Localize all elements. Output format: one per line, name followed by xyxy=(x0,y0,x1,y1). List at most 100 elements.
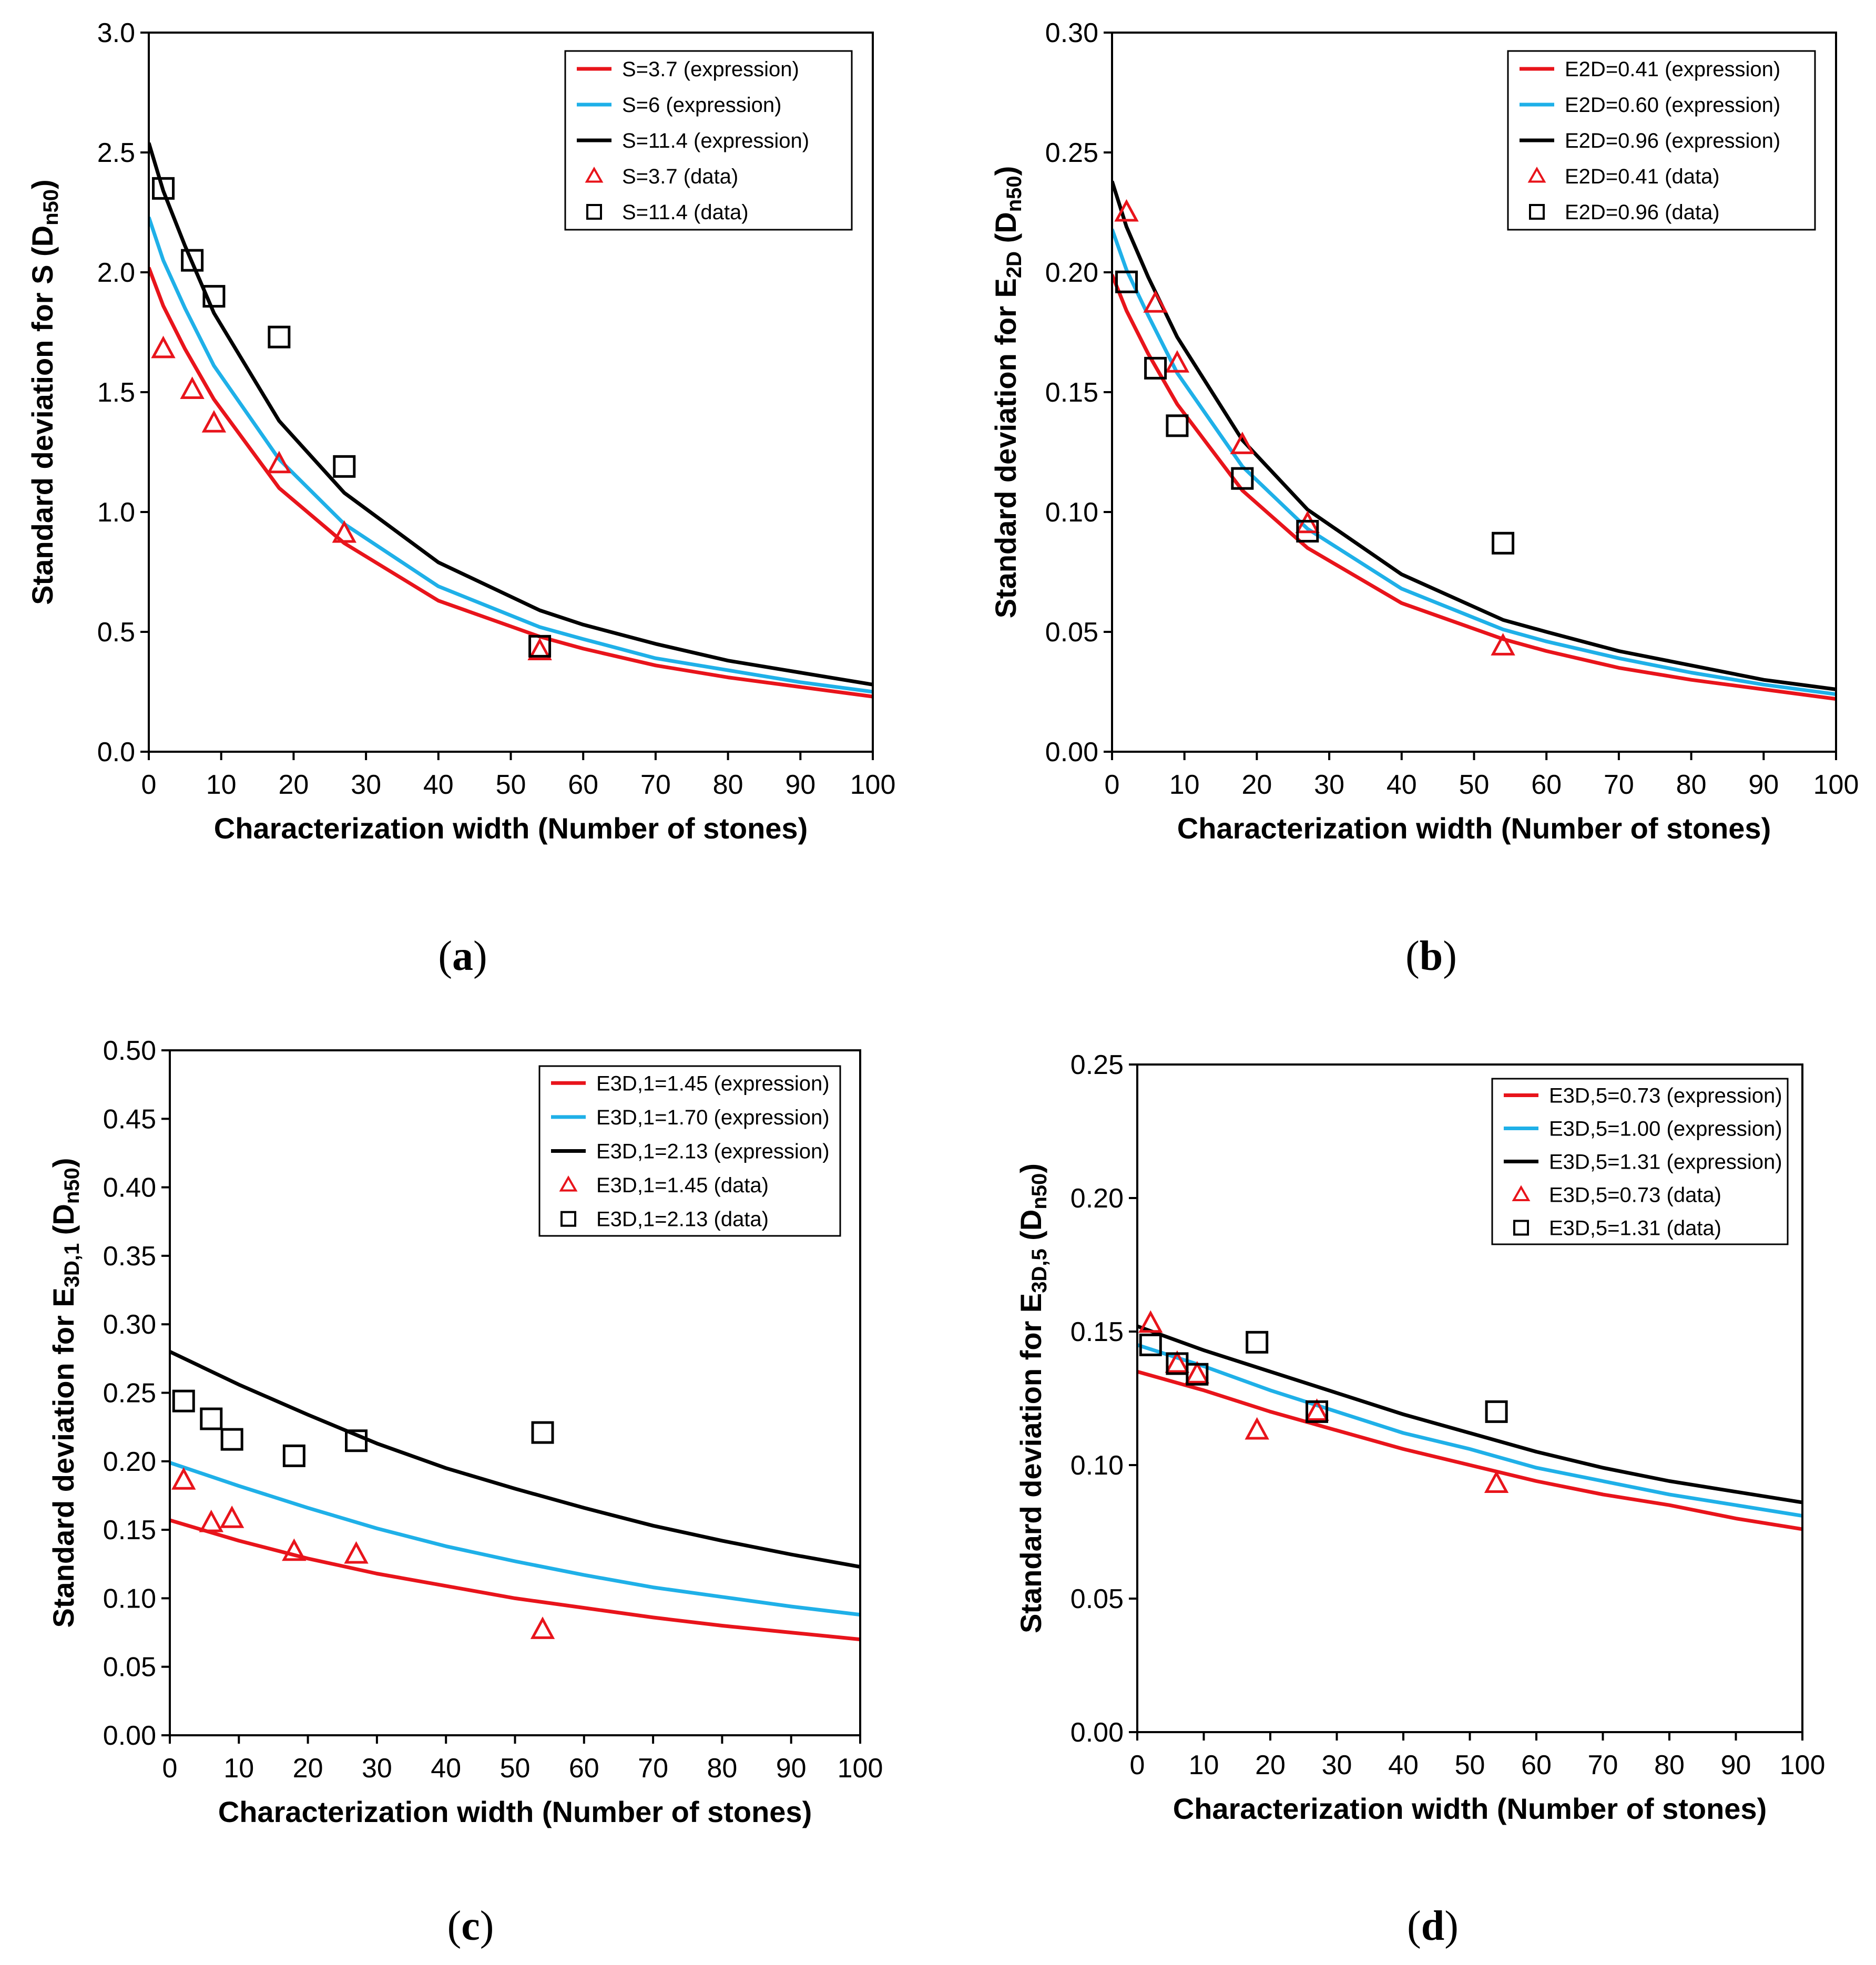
y-tick-label: 0.05 xyxy=(1070,1584,1124,1614)
data-point-square xyxy=(1485,1400,1508,1423)
legend-square-swatch xyxy=(560,1211,576,1227)
data-point-triangle xyxy=(1230,432,1255,454)
x-axis-title: Characterization width (Number of stones… xyxy=(1173,1792,1767,1825)
series-line-1 xyxy=(1137,1369,1802,1531)
x-tick-label: 90 xyxy=(785,770,815,800)
x-tick-label: 30 xyxy=(351,770,381,800)
data-point-square xyxy=(220,1428,243,1451)
data-point-square xyxy=(1115,270,1138,293)
y-tick-label: 0.15 xyxy=(1070,1317,1124,1347)
y-tick-label: 0.45 xyxy=(103,1104,156,1134)
y-tick-label: 2.0 xyxy=(97,258,135,288)
x-tick-label: 90 xyxy=(1721,1750,1751,1780)
x-tick-label: 60 xyxy=(569,1753,599,1784)
data-point-triangle xyxy=(1138,1310,1163,1333)
panel-label: (c) xyxy=(447,1903,494,1949)
data-point-triangle xyxy=(1165,1350,1190,1373)
x-tick-label: 50 xyxy=(1455,1750,1485,1780)
chart-panel-b: 0 10 20 30 40 50 60 70 80 90 100 0.00 0.05 0.10 0.15 0.… xyxy=(989,18,1859,979)
series-line-1 xyxy=(170,1518,860,1642)
legend-triangle-swatch xyxy=(585,166,604,183)
y-tick-label: 0.25 xyxy=(1070,1050,1124,1080)
y-axis-title: Standard deviation for S (Dn50) xyxy=(26,179,63,605)
series-line-2 xyxy=(1137,1343,1802,1518)
x-tick-label: 40 xyxy=(1386,770,1417,800)
data-point-square xyxy=(1139,1333,1162,1356)
y-tick-label: 0.10 xyxy=(1045,497,1098,528)
x-tick-label: 0 xyxy=(1130,1750,1145,1780)
legend-label: E2D=0.96 (expression) xyxy=(1565,129,1780,152)
legend-box xyxy=(1507,50,1816,231)
x-tick-label: 100 xyxy=(1780,1750,1826,1780)
legend: E3D,5=0.73 (expression) E3D,5=1.00 (expre… xyxy=(1491,1078,1789,1245)
y-tick-label: 3.0 xyxy=(97,18,135,48)
legend-label: S=6 (expression) xyxy=(622,94,781,117)
x-tick-label: 50 xyxy=(1459,770,1490,800)
panel-label: (d) xyxy=(1407,1903,1459,1949)
x-tick-label: 60 xyxy=(568,770,598,800)
legend-label: E3D,5=0.73 (expression) xyxy=(1549,1084,1782,1108)
data-point-square xyxy=(181,249,204,272)
x-tick-label: 100 xyxy=(850,770,896,800)
y-axis-title: Standard deviation for E3D,1 (Dn50) xyxy=(47,1158,84,1628)
series-line-1 xyxy=(1112,274,1836,701)
legend-triangle-swatch xyxy=(1512,1185,1531,1201)
legend: E2D=0.41 (expression) E2D=0.60 (expressio… xyxy=(1507,50,1816,231)
legend-label: E3D,5=1.31 (expression) xyxy=(1549,1151,1782,1174)
data-point-triangle xyxy=(527,638,552,660)
legend-square-swatch xyxy=(586,204,602,220)
x-tick-label: 80 xyxy=(713,770,743,800)
data-point-triangle xyxy=(1304,1398,1329,1421)
legend-label: S=3.7 (data) xyxy=(622,165,738,188)
data-point-square xyxy=(345,1429,368,1452)
y-tick-label: 0.25 xyxy=(103,1378,156,1409)
data-point-square xyxy=(1296,519,1319,543)
x-tick-label: 40 xyxy=(423,770,454,800)
x-tick-label: 30 xyxy=(1314,770,1344,800)
data-point-triangle xyxy=(151,335,176,359)
legend-label: S=11.4 (expression) xyxy=(622,129,809,152)
legend-box xyxy=(564,50,853,231)
data-point-triangle xyxy=(180,376,205,399)
legend-square-swatch xyxy=(1513,1220,1529,1236)
series-line-3 xyxy=(149,142,873,687)
y-tick-label: 0.35 xyxy=(103,1241,156,1272)
x-tick-label: 70 xyxy=(640,770,671,800)
data-point-square xyxy=(333,455,356,478)
data-point-square xyxy=(1306,1400,1329,1423)
data-point-square xyxy=(531,1421,554,1444)
data-point-triangle xyxy=(1295,510,1320,534)
y-tick-label: 1.0 xyxy=(97,497,135,528)
data-point-triangle xyxy=(1245,1417,1269,1440)
x-tick-label: 100 xyxy=(1813,770,1859,800)
legend-label: S=3.7 (expression) xyxy=(622,58,799,81)
y-tick-label: 0.30 xyxy=(103,1309,156,1340)
legend-label: E2D=0.96 (data) xyxy=(1565,201,1720,224)
legend-square-swatch xyxy=(1529,204,1545,220)
legend-label: E2D=0.60 (expression) xyxy=(1565,94,1780,117)
y-tick-label: 0.50 xyxy=(103,1036,156,1066)
y-tick-label: 0.15 xyxy=(103,1515,156,1546)
x-axis-title: Characterization width (Number of stones… xyxy=(218,1795,812,1828)
data-point-square xyxy=(528,634,552,658)
x-tick-label: 70 xyxy=(1588,1750,1618,1780)
y-tick-label: 0.10 xyxy=(1070,1450,1124,1481)
y-tick-label: 0.25 xyxy=(1045,138,1098,168)
data-point-triangle xyxy=(344,1541,369,1564)
legend-label: E3D,5=1.31 (data) xyxy=(1549,1217,1721,1240)
data-point-square xyxy=(1246,1331,1269,1354)
y-tick-label: 0.00 xyxy=(1070,1717,1124,1748)
legend-label: S=11.4 (data) xyxy=(622,201,749,224)
x-tick-label: 20 xyxy=(293,1753,323,1784)
x-tick-label: 50 xyxy=(496,770,526,800)
y-tick-label: 0.5 xyxy=(97,617,135,648)
x-tick-label: 40 xyxy=(431,1753,461,1784)
x-tick-label: 0 xyxy=(162,1753,178,1784)
x-tick-label: 0 xyxy=(141,770,157,800)
x-axis-title: Characterization width (Number of stones… xyxy=(214,812,808,845)
y-tick-label: 0.20 xyxy=(1070,1183,1124,1214)
x-tick-label: 10 xyxy=(223,1753,254,1784)
legend-label: E3D,1=2.13 (data) xyxy=(596,1208,769,1231)
data-point-triangle xyxy=(1143,290,1168,313)
panel-label: (a) xyxy=(438,933,487,979)
